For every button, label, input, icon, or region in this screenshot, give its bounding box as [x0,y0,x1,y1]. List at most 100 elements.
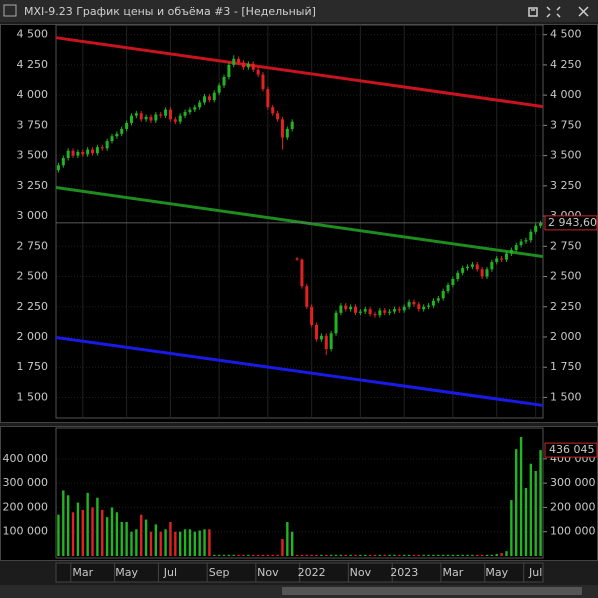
volume-bar [407,554,411,556]
candle-body [500,258,504,260]
y-tick-label: 4 500 [550,28,582,41]
x-tick-label: Nov [350,566,372,579]
candle-body [91,149,95,154]
x-tick-label: 2022 [298,566,326,579]
candle-body [485,269,489,277]
close-button[interactable] [578,6,589,17]
volume-bar [115,512,119,556]
candle-body [339,305,343,313]
candle-body [417,304,421,310]
volume-bar [149,531,153,556]
candle-body [436,298,440,301]
y-tick-label: 3 250 [550,179,582,192]
volume-bar [286,522,289,556]
candle-body [378,310,382,316]
volume-bar [57,514,60,556]
volume-bar [461,554,464,556]
candle-body [183,112,187,116]
y-tick-label: 4 000 [550,88,582,101]
volume-bar [66,495,70,556]
volume-bar [217,554,221,556]
maximize-button[interactable] [546,6,561,18]
candle-body [354,306,358,313]
candle-body [193,107,197,110]
y-tick-label: 2 500 [550,270,582,283]
candle-body [125,122,129,129]
volume-bar [354,554,357,556]
y-tick-label: 100 000 [3,525,49,538]
candle-body [95,147,99,154]
window-title: MXI-9.23 График цены и объёма #3 - [Неде… [24,5,316,18]
candle-body [334,312,338,334]
volume-bar [422,554,425,556]
candle-body [81,151,85,155]
x-tick-label: Sep [209,566,230,579]
y-tick-label: 3 500 [550,149,582,162]
volume-bar [174,531,177,556]
candle-body [310,306,314,325]
candle-body [412,301,416,305]
candle-body [402,306,406,311]
volume-bar [120,522,123,556]
volume-bar [471,554,474,556]
window-icon [3,4,17,17]
scroll-thumb[interactable] [282,587,582,595]
volume-bar [305,554,309,556]
y-tick-label: 2 250 [550,300,582,313]
candle-body [475,264,479,270]
candle-body [61,158,65,166]
candle-body [470,264,474,267]
candle-body [227,64,231,77]
y-tick-label: 1 750 [17,360,49,373]
volume-bar [524,488,528,556]
candle-body [344,305,348,310]
volume-bar [398,554,401,556]
volume-bar [359,554,362,556]
volume-bar [222,554,226,556]
volume-bar [349,554,352,556]
volume-bar [515,449,518,556]
y-tick-label: 4 000 [17,88,49,101]
x-tick-label: May [485,566,508,579]
candle-body [305,286,309,307]
y-tick-label: 2 250 [17,300,49,313]
plot-frame [55,427,544,559]
volume-bar [495,554,498,556]
candle-body [519,241,523,246]
x-tick-label: Nov [257,566,279,579]
menu-button[interactable] [528,7,538,17]
volume-bar [91,507,94,556]
volume-bar [125,522,128,556]
candle-body [490,262,494,270]
volume-bar [237,554,240,556]
trend-line [55,36,544,109]
y-tick-label: 100 000 [550,525,596,538]
x-tick-label: May [115,566,138,579]
last-price-label: 2 943,60 [548,216,597,229]
y-tick-label: 200 000 [3,500,49,513]
volume-bar [130,531,133,556]
volume-bar [266,554,270,556]
volume-bar [276,554,279,556]
volume-bar [393,554,396,556]
volume-bar [295,554,299,556]
volume-bar [364,554,367,556]
volume-bar [252,554,255,556]
candle-body [285,128,289,138]
volume-bar [71,512,75,556]
x-tick-label: Mar [72,566,93,579]
candle-body [373,314,377,316]
volume-bar [383,554,386,556]
volume-bar [388,554,391,556]
volume-bar [329,554,333,556]
volume-bar [86,492,89,556]
volume-bar [466,554,469,556]
candle-body [324,335,328,350]
volume-bar [427,554,430,556]
volume-bar [96,497,99,556]
volume-bar [490,554,494,556]
y-tick-label: 3 500 [17,149,49,162]
candle-body [134,113,138,116]
candle-body [188,109,192,113]
